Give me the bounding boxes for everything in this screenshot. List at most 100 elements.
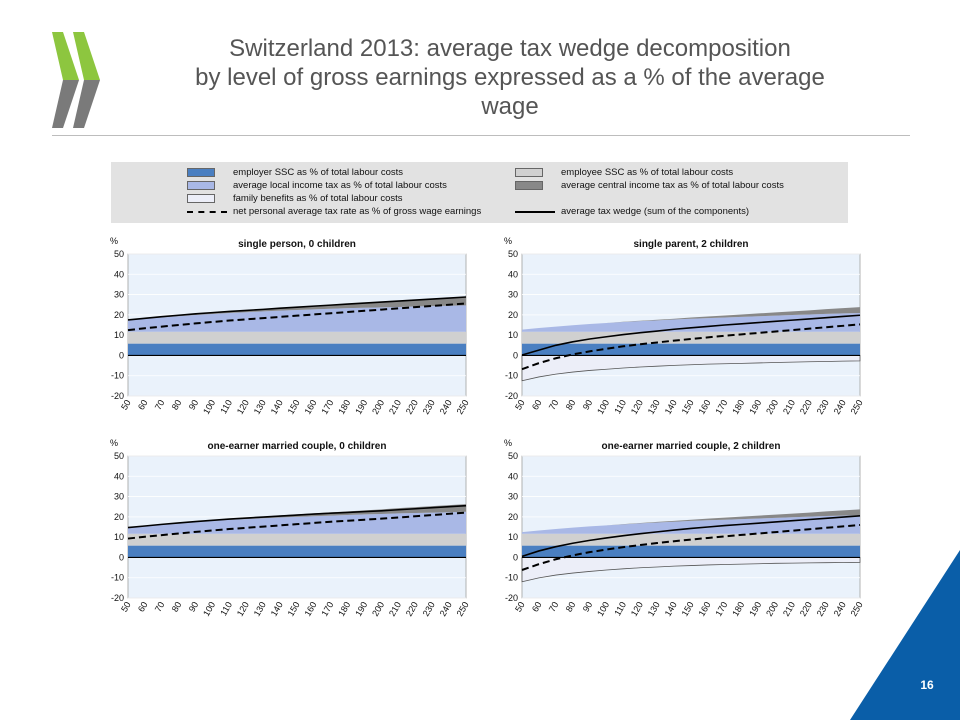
chevron-gray-left	[52, 80, 79, 128]
net-rate-dashed-line	[521, 523, 861, 571]
area-employer-ssc	[522, 545, 860, 558]
area-local-tax	[128, 511, 466, 534]
x-tick-label: 150	[286, 600, 302, 618]
x-tick-label: 90	[581, 398, 595, 412]
x-tick-label: 60	[530, 600, 544, 614]
x-tick-label: 200	[764, 398, 780, 416]
tax-wedge-line	[521, 314, 861, 356]
y-tick-label: 10	[508, 532, 518, 542]
x-tick-label: 140	[269, 600, 285, 618]
chart-panel-single-parent: single parent, 2 children% 50 40 30 20 10 0 -10…	[486, 232, 870, 422]
net-rate-dashed-line	[127, 511, 467, 540]
legend-label: average tax wedge (sum of the components…	[561, 206, 749, 217]
legend-label: employee SSC as % of total labour costs	[561, 167, 734, 178]
legend-swatch	[515, 168, 543, 177]
legend-label: net personal average tax rate as % of gr…	[233, 206, 482, 217]
chart-single-person: single person, 0 children%50403020100-10…	[110, 236, 471, 416]
x-tick-label: 50	[119, 398, 133, 412]
x-tick-label: 50	[513, 600, 527, 614]
x-tick-label: 250	[455, 600, 471, 618]
y-tick-label: 40	[508, 471, 518, 481]
x-tick-label: 180	[336, 398, 352, 416]
y-tick-label: 50	[114, 249, 124, 259]
x-tick-label: 60	[136, 398, 150, 412]
x-tick-label: 190	[747, 600, 763, 618]
chevron-gray-right	[73, 80, 100, 128]
y-tick-label: -20	[505, 593, 518, 603]
y-axis-unit-label: %	[504, 438, 512, 448]
y-tick-label: 30	[114, 290, 124, 300]
y-tick-label: 40	[114, 269, 124, 279]
x-tick-label: 110	[218, 398, 234, 415]
x-tick-label: 240	[832, 398, 848, 416]
x-tick-label: 140	[663, 398, 679, 416]
y-tick-label: 20	[508, 512, 518, 522]
x-tick-label: 220	[798, 398, 814, 416]
net-rate-dashed-line	[127, 302, 467, 332]
x-tick-label: 70	[547, 398, 561, 412]
x-tick-label: 80	[564, 600, 578, 614]
x-tick-label: 200	[370, 398, 386, 416]
x-tick-label: 100	[595, 600, 611, 618]
y-tick-label: -10	[505, 573, 518, 583]
chart-title: one-earner married couple, 0 children	[208, 441, 387, 452]
legend-label: family benefits as % of total labour cos…	[233, 193, 403, 204]
x-tick-label: 170	[713, 600, 729, 618]
y-tick-label: 20	[114, 512, 124, 522]
corner-decoration	[850, 550, 960, 720]
legend-dashed-line	[187, 211, 227, 213]
y-tick-label: 0	[513, 552, 518, 562]
y-axis-unit-label: %	[504, 236, 512, 246]
chevron-green-right	[73, 32, 100, 80]
x-tick-label: 160	[696, 600, 712, 618]
legend-label: average central income tax as % of total…	[561, 180, 784, 191]
x-tick-label: 100	[595, 398, 611, 416]
x-tick-label: 130	[252, 600, 268, 618]
x-tick-label: 140	[269, 398, 285, 416]
y-tick-label: -10	[111, 371, 124, 381]
x-tick-label: 80	[170, 398, 184, 412]
x-tick-label: 210	[781, 398, 797, 416]
x-tick-label: 80	[564, 398, 578, 412]
x-tick-label: 150	[286, 398, 302, 416]
x-tick-label: 160	[302, 398, 318, 416]
y-tick-label: 0	[513, 350, 518, 360]
legend-solid-line	[515, 211, 555, 213]
x-tick-label: 60	[530, 398, 544, 412]
y-tick-label: -20	[111, 391, 124, 401]
area-local-tax	[128, 305, 466, 332]
x-tick-label: 230	[421, 600, 437, 618]
x-tick-label: 110	[612, 398, 628, 415]
x-tick-label: 130	[646, 600, 662, 618]
area-employee-ssc	[128, 533, 466, 546]
area-employee-ssc	[128, 331, 466, 344]
x-tick-label: 90	[187, 600, 201, 614]
area-central-tax	[128, 504, 466, 528]
y-tick-label: 30	[508, 492, 518, 502]
y-tick-label: 30	[114, 492, 124, 502]
chart-title: single person, 0 children	[238, 239, 356, 250]
x-tick-label: 250	[455, 398, 471, 416]
x-tick-label: 70	[153, 398, 167, 412]
y-tick-label: 10	[114, 330, 124, 340]
x-tick-label: 130	[252, 398, 268, 416]
y-tick-label: 20	[508, 310, 518, 320]
x-tick-label: 170	[713, 398, 729, 416]
area-local-tax	[522, 313, 860, 332]
tax-wedge-line	[521, 515, 861, 558]
x-tick-label: 60	[136, 600, 150, 614]
area-employee-ssc	[522, 533, 860, 546]
legend-swatch	[187, 168, 215, 177]
chevron-green-left	[52, 32, 79, 80]
x-tick-label: 120	[629, 398, 645, 416]
x-tick-label: 110	[218, 600, 234, 617]
area-employer-ssc	[128, 343, 466, 356]
x-tick-label: 240	[438, 600, 454, 618]
x-tick-label: 230	[815, 398, 831, 416]
y-tick-label: -10	[111, 573, 124, 583]
y-tick-label: 30	[508, 290, 518, 300]
net-rate-dashed-line	[521, 323, 861, 371]
legend-label: employer SSC as % of total labour costs	[233, 167, 404, 178]
x-tick-label: 130	[646, 398, 662, 416]
x-tick-label: 120	[629, 600, 645, 618]
